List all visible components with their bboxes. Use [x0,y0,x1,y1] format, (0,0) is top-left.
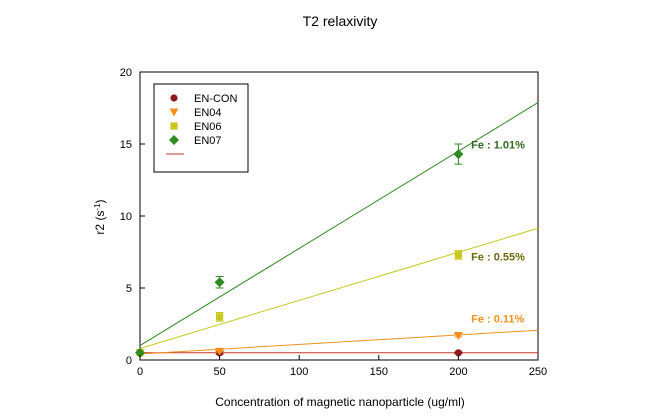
legend-marker-en04 [169,108,179,117]
y-axis-label-sup: -1 [93,203,102,211]
legend-label-en04: EN04 [194,107,222,119]
y-axis-label: r2 (s-1) [93,199,108,234]
svg-text:r2 (s-1): r2 (s-1) [93,199,108,234]
y-tick-label: 15 [120,139,132,151]
legend-items: EN-CON EN04 EN06 EN07 [166,93,237,155]
y-axis-ticks: 0 5 10 15 20 [120,67,145,367]
legend-label-en-con: EN-CON [194,93,237,105]
x-tick-label: 0 [137,366,143,378]
x-axis-ticks: 0 50 100 150 200 250 [137,355,547,378]
point-en04 [453,332,463,341]
legend-marker-en07 [169,135,179,145]
data-points [135,143,464,358]
legend-label-en06: EN06 [194,121,222,133]
legend-label-en07: EN07 [194,135,222,147]
x-axis-label: Concentration of magnetic nanoparticle (… [215,395,464,409]
fit-line-en07 [139,102,539,347]
y-tick-label: 20 [120,67,132,79]
x-tick-label: 100 [290,366,308,378]
x-tick-label: 150 [370,366,388,378]
y-axis-label-main: r2 (s [93,211,107,235]
annotation-fe: Fe : 0.55% [471,252,525,264]
y-tick-label: 5 [126,283,132,295]
annotation-fe: Fe : 1.01% [471,139,525,151]
point-en07 [453,149,464,160]
fe-annotations: Fe : 1.01% Fe : 0.55% Fe : 0.11% [471,139,525,325]
legend-marker-en-con [170,94,178,102]
y-tick-label: 0 [126,355,132,367]
point-en06 [216,313,224,321]
point-en-con [454,349,462,357]
annotation-fe: Fe : 0.11% [471,314,524,326]
legend-box [153,83,249,173]
x-tick-label: 200 [449,366,467,378]
y-axis-label-close: ) [93,199,107,203]
fit-lines [139,102,539,355]
fit-line-en06 [139,227,539,349]
legend-marker-en06 [170,122,178,130]
fit-line-en04 [139,329,539,355]
point-en04 [215,347,225,356]
legend: EN-CON EN04 EN06 EN07 [153,83,249,173]
x-tick-label: 50 [213,366,225,378]
point-en07 [214,277,225,288]
point-en07 [135,347,145,358]
y-tick-label: 10 [120,211,132,223]
x-tick-label: 250 [529,366,547,378]
chart-title: T2 relaxivity [303,13,378,29]
point-en06 [454,251,462,259]
